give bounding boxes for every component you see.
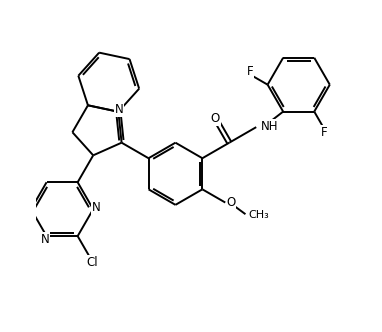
Text: N: N — [40, 233, 49, 246]
Text: Cl: Cl — [87, 256, 98, 269]
Text: N: N — [115, 103, 123, 116]
Text: O: O — [211, 112, 220, 125]
Text: NH: NH — [261, 120, 278, 133]
Text: O: O — [227, 196, 236, 209]
Text: F: F — [321, 126, 328, 139]
Text: F: F — [247, 65, 253, 78]
Text: N: N — [92, 201, 101, 214]
Text: CH₃: CH₃ — [249, 210, 269, 220]
